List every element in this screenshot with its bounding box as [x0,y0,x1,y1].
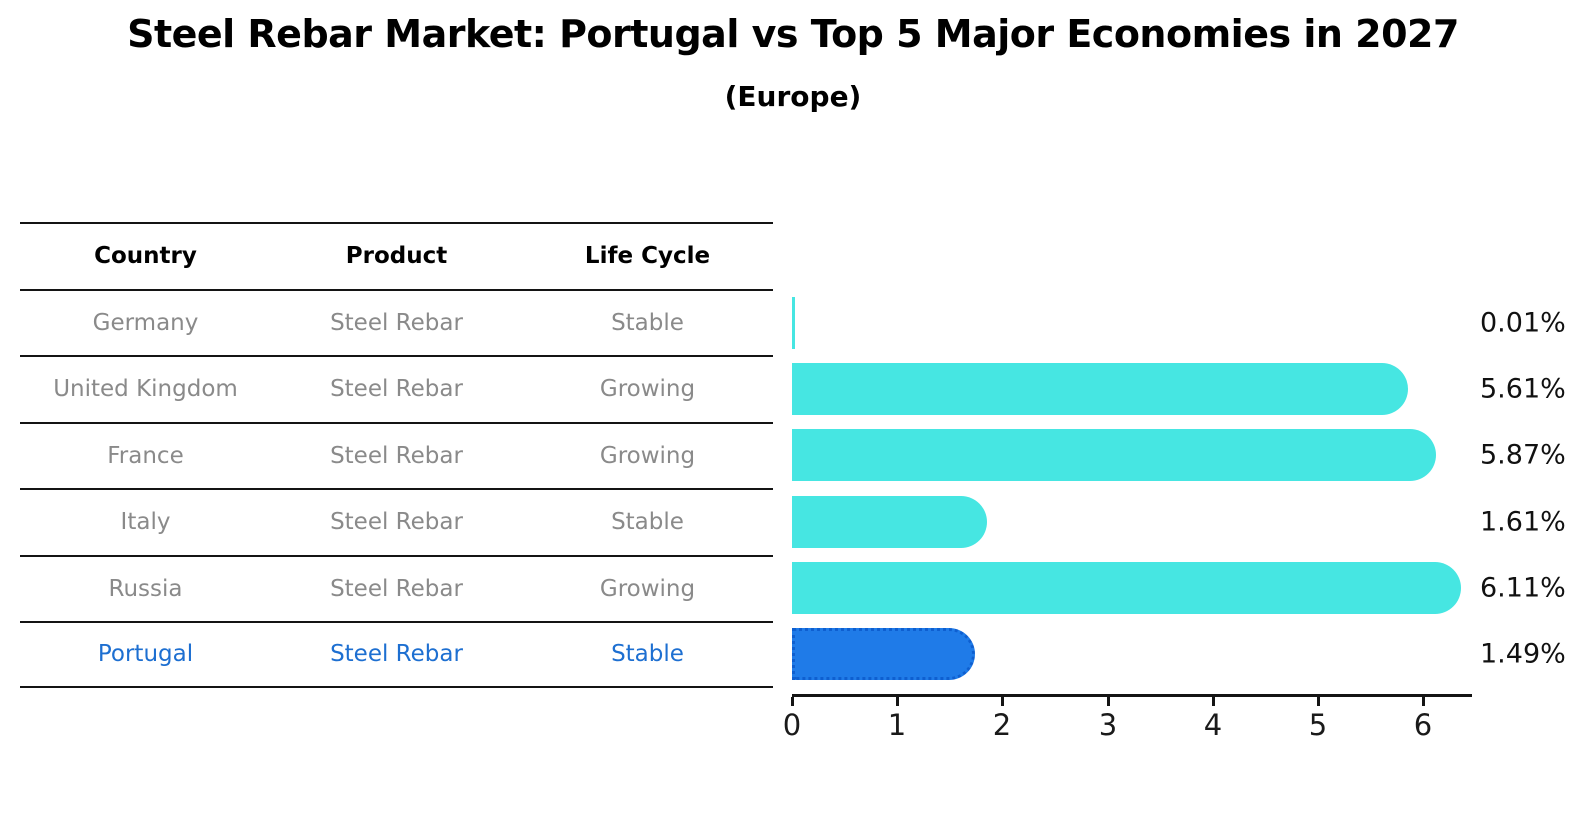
bar-germany [792,297,795,349]
cell-country: United Kingdom [53,376,238,403]
cell-life-cycle: Growing [599,442,696,469]
bar-portugal [792,628,975,680]
bar-row-france: 5.87% [792,429,1586,482]
cell-country: Germany [92,309,199,336]
cell-product: Steel Rebar [330,442,463,469]
tick-label: 4 [1203,708,1223,742]
cell-country: Italy [120,509,171,536]
bar-russia [792,561,1461,614]
cell-product: Steel Rebar [330,641,463,668]
value-label-italy: 1.61% [1480,506,1566,538]
x-axis-line [792,694,1472,697]
table-row-italy: Italy Steel Rebar Stable [20,488,773,555]
table-row-france: France Steel Rebar Growing [20,421,773,489]
cell-country: Russia [108,575,183,602]
bar-row-russia: 6.11% [792,561,1586,614]
table-row-russia: Russia Steel Rebar Growing [20,554,773,622]
table-row-germany: Germany Steel Rebar Stable [20,288,773,356]
bar-row-germany: 0.01% [792,297,1586,349]
x-axis-ticks: 0 1 2 3 4 5 6 [783,694,1472,754]
tick-label: 1 [887,708,907,742]
table-row-united-kingdom: United Kingdom Steel Rebar Growing [20,355,773,422]
tick-label: 5 [1308,708,1328,742]
chart-title: Steel Rebar Market: Portugal vs Top 5 Ma… [127,12,1459,56]
tick-mark [1001,697,1004,706]
cell-country: France [107,442,184,469]
table-header-row: Country Product Life Cycle [20,222,773,289]
bar-row-italy: 1.61% [792,495,1586,548]
cell-life-cycle: Growing [599,575,696,602]
chart-subtitle: (Europe) [724,80,862,113]
cell-product: Steel Rebar [330,509,463,536]
bar-row-united-kingdom: 5.61% [792,363,1586,416]
tick-label: 0 [782,708,802,742]
tick-label: 6 [1413,708,1433,742]
cell-product: Steel Rebar [330,575,463,602]
bar-france [792,429,1436,482]
cell-product: Steel Rebar [330,376,463,403]
tick-label: 2 [992,708,1012,742]
value-label-france: 5.87% [1480,439,1566,471]
cell-country: Portugal [97,641,194,668]
bar-united-kingdom [792,363,1409,416]
tick-mark [1212,697,1215,706]
value-label-portugal: 1.49% [1480,638,1566,670]
country-info-table: Country Product Life Cycle Germany Steel… [20,222,773,688]
bar-italy [792,495,988,548]
cell-life-cycle: Stable [611,509,684,536]
cell-product: Steel Rebar [330,309,463,336]
bar-row-portugal: 1.49% [792,628,1586,680]
value-label-germany: 0.01% [1480,307,1566,339]
cell-life-cycle: Stable [611,641,684,668]
tick-mark [791,697,794,706]
header-life-cycle: Life Cycle [584,243,711,270]
tick-label: 3 [1098,708,1118,742]
header-country: Country [94,243,197,270]
cell-life-cycle: Stable [611,309,684,336]
value-label-united-kingdom: 5.61% [1480,373,1566,405]
cell-life-cycle: Growing [599,376,696,403]
bar-plot-area: 0.01% 5.61% 5.87% 1.61% 6.11% 1.49% [792,297,1586,694]
header-product: Product [345,243,448,270]
tick-mark [896,697,899,706]
tick-mark [1422,697,1425,706]
tick-mark [1107,697,1110,706]
value-label-russia: 6.11% [1480,572,1566,604]
tick-mark [1317,697,1320,706]
table-row-portugal: Portugal Steel Rebar Stable [20,621,773,688]
